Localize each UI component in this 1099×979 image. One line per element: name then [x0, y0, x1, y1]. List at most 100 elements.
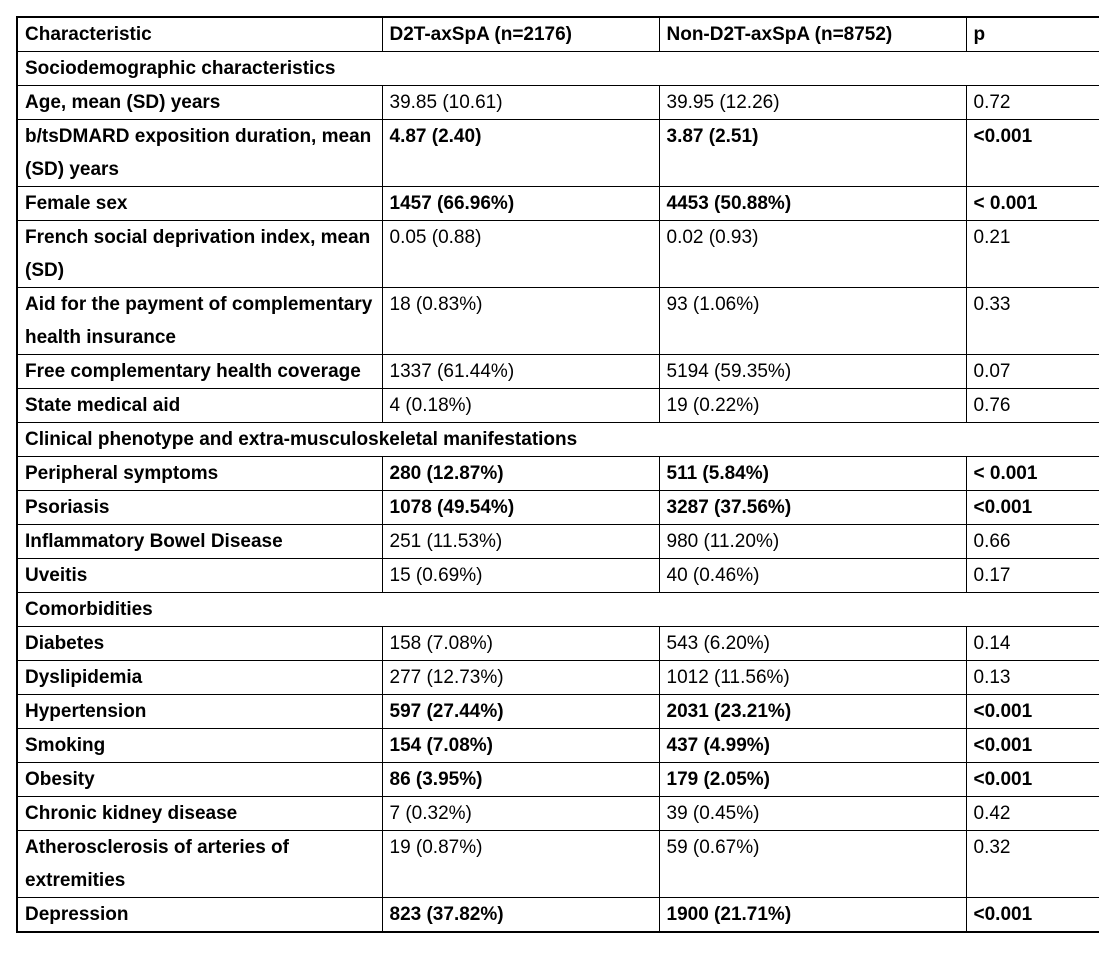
- d2t-value: 39.85 (10.61): [381, 85, 660, 120]
- p-value: < 0.001: [965, 186, 1099, 221]
- non-d2t-value: 4453 (50.88%): [658, 186, 967, 221]
- d2t-value: 4.87 (2.40): [381, 119, 660, 187]
- non-d2t-value: 5194 (59.35%): [658, 354, 967, 389]
- p-value: 0.17: [965, 558, 1099, 593]
- non-d2t-value: 179 (2.05%): [658, 762, 967, 797]
- table-row-state-medical-aid: State medical aid 4 (0.18%) 19 (0.22%) 0…: [16, 388, 1099, 423]
- non-d2t-value: 3.87 (2.51): [658, 119, 967, 187]
- column-header-d2t-axspa: D2T-axSpA (n=2176): [381, 16, 660, 52]
- d2t-value: 4 (0.18%): [381, 388, 660, 423]
- table-row-inflammatory-bowel-disease: Inflammatory Bowel Disease 251 (11.53%) …: [16, 524, 1099, 559]
- p-value: 0.66: [965, 524, 1099, 559]
- table-row-diabetes: Diabetes 158 (7.08%) 543 (6.20%) 0.14: [16, 626, 1099, 661]
- row-label: Free complementary health coverage: [16, 354, 383, 389]
- p-value: <0.001: [965, 119, 1099, 187]
- p-value: < 0.001: [965, 456, 1099, 491]
- non-d2t-value: 1012 (11.56%): [658, 660, 967, 695]
- d2t-value: 1337 (61.44%): [381, 354, 660, 389]
- row-label: Psoriasis: [16, 490, 383, 525]
- d2t-value: 154 (7.08%): [381, 728, 660, 763]
- d2t-value: 1078 (49.54%): [381, 490, 660, 525]
- p-value: 0.14: [965, 626, 1099, 661]
- non-d2t-value: 39 (0.45%): [658, 796, 967, 831]
- row-label: French social deprivation index, mean (S…: [16, 220, 383, 288]
- row-label: State medical aid: [16, 388, 383, 423]
- d2t-value: 158 (7.08%): [381, 626, 660, 661]
- non-d2t-value: 980 (11.20%): [658, 524, 967, 559]
- p-value: <0.001: [965, 694, 1099, 729]
- row-label: Peripheral symptoms: [16, 456, 383, 491]
- section-label: Comorbidities: [16, 592, 1099, 627]
- p-value: 0.33: [965, 287, 1099, 355]
- row-label: Inflammatory Bowel Disease: [16, 524, 383, 559]
- table-row-btsdmard-duration: b/tsDMARD exposition duration, mean (SD)…: [16, 119, 1099, 187]
- p-value: 0.42: [965, 796, 1099, 831]
- table-row-atherosclerosis: Atherosclerosis of arteries of extremiti…: [16, 830, 1099, 898]
- table-row-psoriasis: Psoriasis 1078 (49.54%) 3287 (37.56%) <0…: [16, 490, 1099, 525]
- row-label: Age, mean (SD) years: [16, 85, 383, 120]
- p-value: 0.07: [965, 354, 1099, 389]
- column-header-non-d2t-axspa: Non-D2T-axSpA (n=8752): [658, 16, 967, 52]
- section-row-comorbidities: Comorbidities: [16, 592, 1099, 627]
- row-label: Depression: [16, 897, 383, 933]
- non-d2t-value: 39.95 (12.26): [658, 85, 967, 120]
- d2t-value: 7 (0.32%): [381, 796, 660, 831]
- p-value: 0.76: [965, 388, 1099, 423]
- p-value: <0.001: [965, 762, 1099, 797]
- d2t-value: 280 (12.87%): [381, 456, 660, 491]
- table-row-french-deprivation-index: French social deprivation index, mean (S…: [16, 220, 1099, 288]
- d2t-value: 86 (3.95%): [381, 762, 660, 797]
- table-row-smoking: Smoking 154 (7.08%) 437 (4.99%) <0.001: [16, 728, 1099, 763]
- p-value: 0.21: [965, 220, 1099, 288]
- d2t-value: 1457 (66.96%): [381, 186, 660, 221]
- p-value: <0.001: [965, 728, 1099, 763]
- d2t-value: 15 (0.69%): [381, 558, 660, 593]
- table-row-age: Age, mean (SD) years 39.85 (10.61) 39.95…: [16, 85, 1099, 120]
- non-d2t-value: 543 (6.20%): [658, 626, 967, 661]
- section-label: Sociodemographic characteristics: [16, 51, 1099, 86]
- non-d2t-value: 1900 (21.71%): [658, 897, 967, 933]
- row-label: Chronic kidney disease: [16, 796, 383, 831]
- table-row-aid-complementary-insurance: Aid for the payment of complementary hea…: [16, 287, 1099, 355]
- non-d2t-value: 93 (1.06%): [658, 287, 967, 355]
- row-label: Atherosclerosis of arteries of extremiti…: [16, 830, 383, 898]
- d2t-value: 18 (0.83%): [381, 287, 660, 355]
- row-label: Hypertension: [16, 694, 383, 729]
- table-row-uveitis: Uveitis 15 (0.69%) 40 (0.46%) 0.17: [16, 558, 1099, 593]
- row-label: b/tsDMARD exposition duration, mean (SD)…: [16, 119, 383, 187]
- table-row-obesity: Obesity 86 (3.95%) 179 (2.05%) <0.001: [16, 762, 1099, 797]
- non-d2t-value: 0.02 (0.93): [658, 220, 967, 288]
- d2t-value: 19 (0.87%): [381, 830, 660, 898]
- row-label: Diabetes: [16, 626, 383, 661]
- p-value: <0.001: [965, 897, 1099, 933]
- table-row-chronic-kidney-disease: Chronic kidney disease 7 (0.32%) 39 (0.4…: [16, 796, 1099, 831]
- p-value: 0.13: [965, 660, 1099, 695]
- d2t-value: 277 (12.73%): [381, 660, 660, 695]
- characteristics-comparison-table: Characteristic D2T-axSpA (n=2176) Non-D2…: [16, 16, 1099, 933]
- table-row-hypertension: Hypertension 597 (27.44%) 2031 (23.21%) …: [16, 694, 1099, 729]
- table-row-peripheral-symptoms: Peripheral symptoms 280 (12.87%) 511 (5.…: [16, 456, 1099, 491]
- table-row-female-sex: Female sex 1457 (66.96%) 4453 (50.88%) <…: [16, 186, 1099, 221]
- section-label: Clinical phenotype and extra-musculoskel…: [16, 422, 1099, 457]
- non-d2t-value: 59 (0.67%): [658, 830, 967, 898]
- non-d2t-value: 40 (0.46%): [658, 558, 967, 593]
- section-row-sociodemographic: Sociodemographic characteristics: [16, 51, 1099, 86]
- table-row-free-complementary-coverage: Free complementary health coverage 1337 …: [16, 354, 1099, 389]
- non-d2t-value: 3287 (37.56%): [658, 490, 967, 525]
- row-label: Uveitis: [16, 558, 383, 593]
- column-header-characteristic: Characteristic: [16, 16, 383, 52]
- table-row-dyslipidemia: Dyslipidemia 277 (12.73%) 1012 (11.56%) …: [16, 660, 1099, 695]
- row-label: Aid for the payment of complementary hea…: [16, 287, 383, 355]
- p-value: <0.001: [965, 490, 1099, 525]
- non-d2t-value: 2031 (23.21%): [658, 694, 967, 729]
- p-value: 0.72: [965, 85, 1099, 120]
- non-d2t-value: 19 (0.22%): [658, 388, 967, 423]
- d2t-value: 823 (37.82%): [381, 897, 660, 933]
- p-value: 0.32: [965, 830, 1099, 898]
- row-label: Smoking: [16, 728, 383, 763]
- table-header-row: Characteristic D2T-axSpA (n=2176) Non-D2…: [16, 16, 1099, 52]
- d2t-value: 0.05 (0.88): [381, 220, 660, 288]
- row-label: Obesity: [16, 762, 383, 797]
- d2t-value: 251 (11.53%): [381, 524, 660, 559]
- column-header-p: p: [965, 16, 1099, 52]
